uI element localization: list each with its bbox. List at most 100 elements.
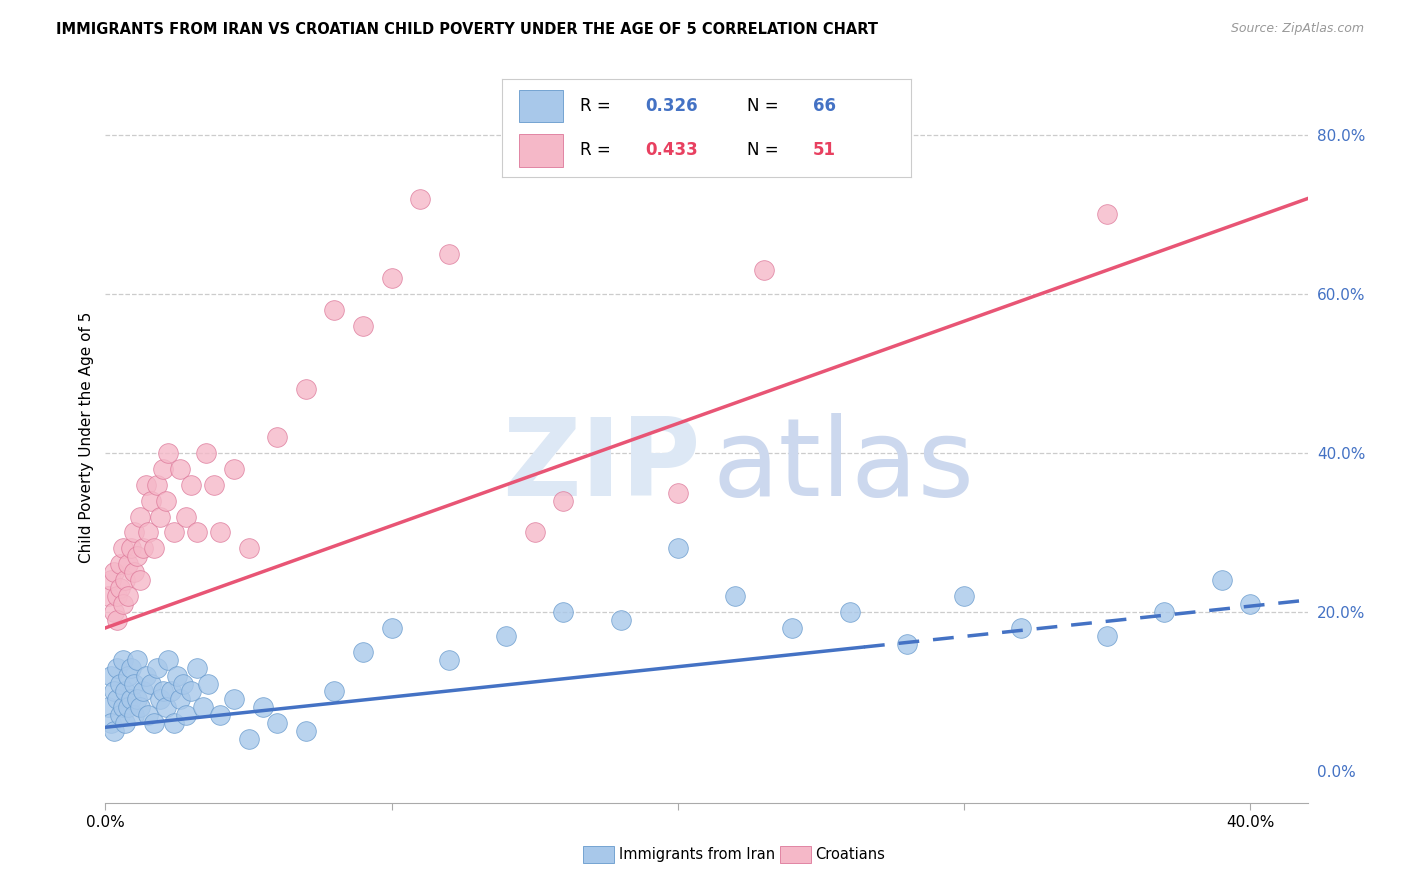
Point — [108, 708, 131, 723]
Point — [114, 573, 136, 587]
Point — [117, 589, 139, 603]
Point — [1095, 207, 1118, 221]
Point — [108, 558, 131, 572]
Point — [609, 613, 631, 627]
Point — [128, 573, 150, 587]
Point — [135, 477, 157, 491]
Point — [138, 525, 160, 540]
Point — [125, 549, 148, 564]
Point — [128, 509, 150, 524]
Point — [186, 525, 208, 540]
Point — [166, 668, 188, 682]
Point — [252, 700, 274, 714]
Point — [155, 700, 177, 714]
Point — [752, 263, 775, 277]
Point — [208, 525, 231, 540]
Point — [146, 660, 169, 674]
Point — [111, 700, 134, 714]
Point — [553, 493, 575, 508]
Point — [523, 525, 546, 540]
Point — [105, 589, 128, 603]
Point — [125, 653, 148, 667]
Point — [352, 645, 374, 659]
Point — [135, 668, 157, 682]
Point — [191, 700, 214, 714]
Point — [172, 676, 194, 690]
Point — [100, 668, 122, 682]
Point — [97, 700, 120, 714]
Point — [122, 525, 145, 540]
Point — [437, 247, 460, 261]
Y-axis label: Child Poverty Under the Age of 5: Child Poverty Under the Age of 5 — [79, 311, 94, 563]
Text: ZIP: ZIP — [502, 413, 700, 519]
Point — [120, 541, 142, 556]
Point — [149, 692, 172, 706]
Point — [323, 302, 346, 317]
Point — [238, 732, 260, 747]
Text: Immigrants from Iran: Immigrants from Iran — [619, 847, 775, 862]
Point — [108, 676, 131, 690]
Point — [724, 589, 747, 603]
Point — [169, 692, 191, 706]
Point — [295, 383, 318, 397]
Point — [495, 629, 517, 643]
Point — [143, 541, 166, 556]
Point — [105, 660, 128, 674]
Point — [896, 637, 918, 651]
Point — [174, 708, 197, 723]
Point — [125, 692, 148, 706]
Point — [180, 477, 202, 491]
Point — [149, 509, 172, 524]
Point — [114, 716, 136, 731]
Point — [224, 462, 246, 476]
Point — [155, 493, 177, 508]
Point — [194, 446, 217, 460]
Point — [105, 613, 128, 627]
Point — [186, 660, 208, 674]
Point — [174, 509, 197, 524]
Point — [202, 477, 225, 491]
Point — [180, 684, 202, 698]
Point — [381, 271, 404, 285]
Point — [266, 716, 288, 731]
Point — [131, 684, 153, 698]
Point — [1211, 573, 1233, 587]
Point — [117, 558, 139, 572]
Point — [103, 605, 125, 619]
Point — [381, 621, 404, 635]
Point — [141, 676, 163, 690]
Point — [97, 589, 120, 603]
Point — [122, 676, 145, 690]
Point — [141, 493, 163, 508]
Point — [409, 192, 432, 206]
Point — [208, 708, 231, 723]
Point — [100, 573, 122, 587]
Point — [782, 621, 804, 635]
Point — [131, 541, 153, 556]
Point — [138, 708, 160, 723]
Text: IMMIGRANTS FROM IRAN VS CROATIAN CHILD POVERTY UNDER THE AGE OF 5 CORRELATION CH: IMMIGRANTS FROM IRAN VS CROATIAN CHILD P… — [56, 22, 879, 37]
Point — [152, 684, 174, 698]
Point — [666, 541, 689, 556]
Point — [1010, 621, 1032, 635]
Point — [266, 430, 288, 444]
Point — [157, 653, 180, 667]
Point — [163, 716, 186, 731]
Point — [111, 541, 134, 556]
Point — [1095, 629, 1118, 643]
Point — [111, 653, 134, 667]
Point — [103, 684, 125, 698]
Point — [160, 684, 183, 698]
Point — [117, 700, 139, 714]
Point — [157, 446, 180, 460]
Point — [197, 676, 219, 690]
Text: Source: ZipAtlas.com: Source: ZipAtlas.com — [1230, 22, 1364, 36]
Point — [323, 684, 346, 698]
Point — [108, 581, 131, 595]
Point — [105, 692, 128, 706]
Point — [122, 708, 145, 723]
Point — [146, 477, 169, 491]
Point — [553, 605, 575, 619]
Point — [103, 566, 125, 580]
Text: Croatians: Croatians — [815, 847, 886, 862]
